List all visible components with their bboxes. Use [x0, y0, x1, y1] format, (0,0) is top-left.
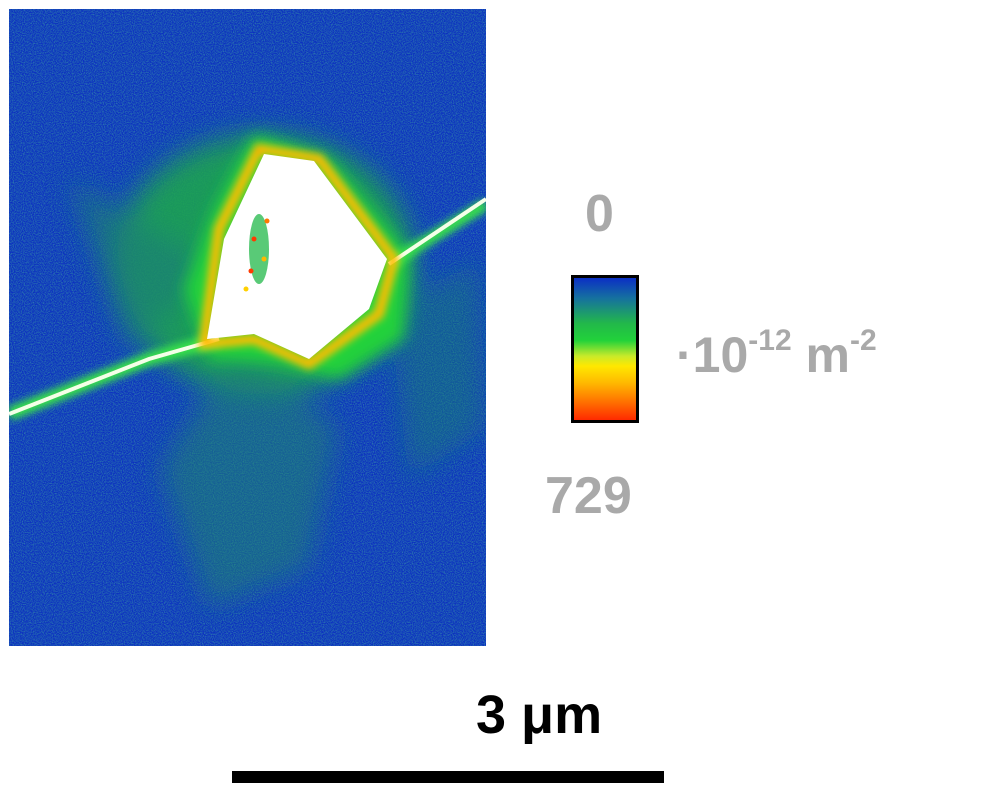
- unit-mid: m: [791, 327, 850, 383]
- unit-prefix: ·10: [676, 327, 749, 383]
- density-map: [9, 9, 486, 646]
- inner-speckle: [243, 214, 270, 292]
- colorbar: [571, 275, 639, 423]
- scale-bar-label: 3 μm: [476, 685, 603, 745]
- colorbar-min-label: 0: [585, 185, 614, 243]
- fiber-core-right: [387, 197, 486, 266]
- colorbar-unit-label: ·10-12 m-2: [676, 326, 877, 383]
- unit-exponent-2: -2: [849, 324, 877, 357]
- cell-rim: [198, 143, 400, 370]
- cell-core: [207, 154, 387, 359]
- density-map-image: [9, 9, 486, 646]
- fiber-core-left: [9, 337, 220, 416]
- colorbar-max-label: 729: [545, 467, 632, 525]
- unit-exponent-1: -12: [748, 324, 792, 357]
- scale-bar: [232, 771, 664, 783]
